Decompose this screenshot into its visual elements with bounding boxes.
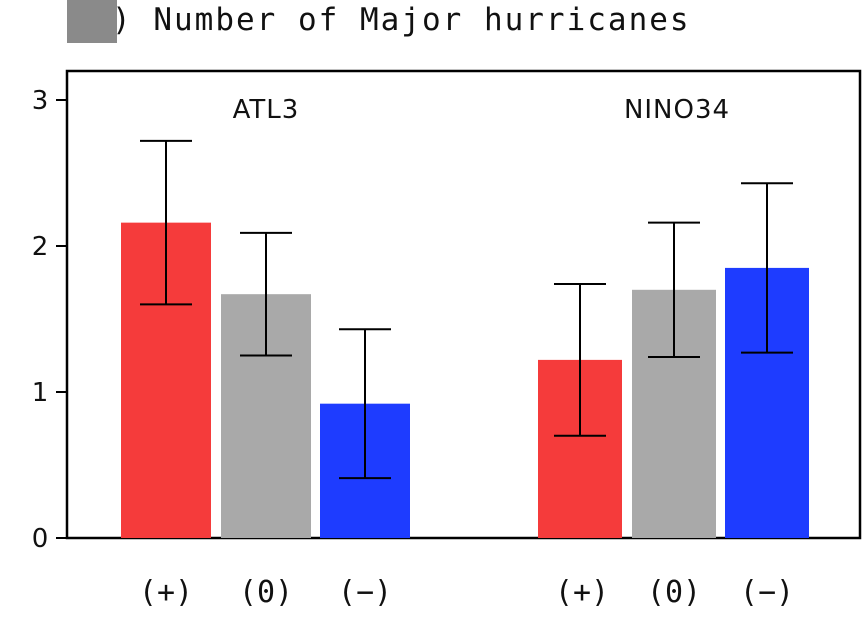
y-tick-label: 2 (32, 232, 49, 262)
group-label: NINO34 (624, 95, 730, 125)
y-tick-label: 3 (32, 86, 49, 116)
y-tick-label: 1 (32, 378, 49, 408)
plot-frame (65, 69, 862, 540)
category-label: (0) (647, 575, 701, 610)
group-label: ATL3 (233, 95, 300, 125)
error-bars (140, 139, 793, 480)
category-label: (+) (555, 575, 609, 610)
category-labels: (+) (0) (−) (+) (0) (−) (139, 575, 794, 610)
category-label: (−) (740, 575, 794, 610)
y-axis: 0 1 2 3 (32, 86, 67, 554)
bars (121, 222, 809, 538)
y-tick-label: 0 (32, 524, 49, 554)
category-label: (0) (239, 575, 293, 610)
chart-title: ) Number of Major hurricanes (112, 2, 691, 38)
group-labels: ATL3 NINO34 (233, 95, 730, 125)
legend-swatch (67, 0, 117, 43)
category-label: (−) (338, 575, 392, 610)
category-label: (+) (139, 575, 193, 610)
